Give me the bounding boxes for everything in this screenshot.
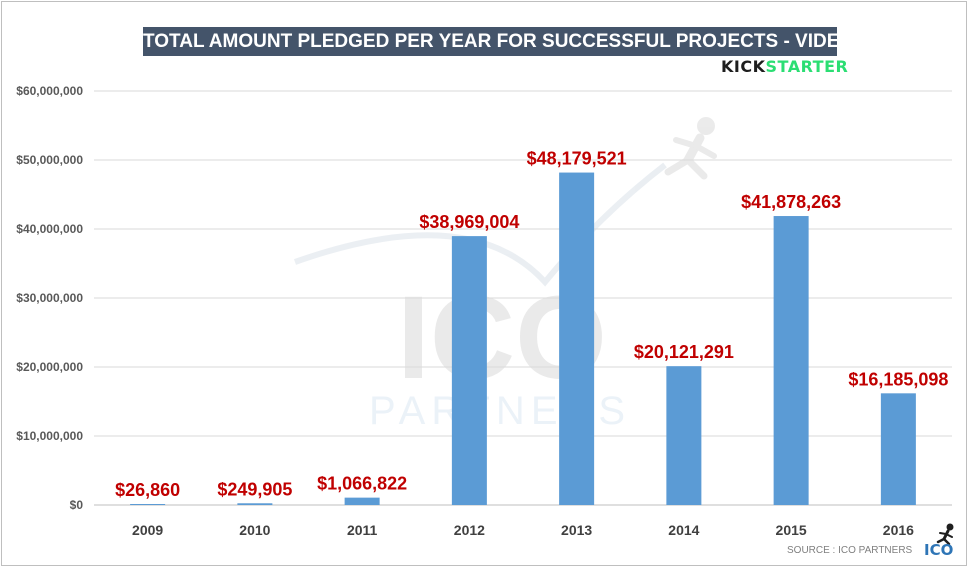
y-tick-label: $30,000,000 <box>16 291 83 305</box>
y-tick-label: $60,000,000 <box>16 84 83 98</box>
y-tick-label: $0 <box>70 498 84 512</box>
data-label-2010: $249,905 <box>217 479 292 499</box>
bar-2014 <box>666 366 702 505</box>
bar-2013 <box>559 172 595 505</box>
watermark: ICO PARTNERS <box>293 117 717 433</box>
x-tick-label-2014: 2014 <box>668 522 699 538</box>
x-tick-label-2011: 2011 <box>347 522 378 538</box>
x-tick-label-2010: 2010 <box>239 522 270 538</box>
bar-2010 <box>237 503 273 505</box>
y-axis-tick-labels: $0 $10,000,000 $20,000,000 $30,000,000 $40,0… <box>16 84 83 512</box>
data-label-2016: $16,185,098 <box>848 369 948 389</box>
grid-lines <box>94 90 952 506</box>
data-labels: $26,860 $249,905 $1,066,822 $38,969,004 $48,… <box>115 149 948 500</box>
bars <box>130 172 916 505</box>
chart-title: TOTAL AMOUNT PLEDGED PER YEAR FOR SUCCES… <box>143 27 929 56</box>
watermark-runner-icon <box>664 117 717 180</box>
y-tick-label: $50,000,000 <box>16 153 83 167</box>
data-label-2015: $41,878,263 <box>741 192 841 212</box>
bar-2012 <box>451 236 487 505</box>
data-label-2014: $20,121,291 <box>634 342 734 362</box>
x-axis-tick-labels: 2009 2010 2011 2012 2013 2014 2015 2016 <box>132 522 914 538</box>
y-tick-label: $20,000,000 <box>16 360 83 374</box>
x-tick-label-2012: 2012 <box>454 522 485 538</box>
data-label-2013: $48,179,521 <box>527 149 627 169</box>
data-label-2012: $38,969,004 <box>419 212 519 232</box>
y-tick-label: $40,000,000 <box>16 222 83 236</box>
watermark-swoosh <box>293 162 667 287</box>
bar-2016 <box>880 393 916 505</box>
x-tick-label-2016: 2016 <box>883 522 914 538</box>
bar-2015 <box>773 216 809 505</box>
kickstarter-logo: KICKSTARTER <box>721 57 848 77</box>
y-tick-label: $10,000,000 <box>16 429 83 443</box>
data-label-2011: $1,066,822 <box>317 474 407 494</box>
brand-part2: STARTER <box>765 57 849 76</box>
x-tick-label-2013: 2013 <box>561 522 592 538</box>
running-man-icon <box>936 523 954 546</box>
bar-2011 <box>344 497 380 505</box>
bar-2009 <box>130 504 166 505</box>
x-tick-label-2015: 2015 <box>776 522 807 538</box>
brand-part1: KICK <box>721 57 766 76</box>
x-tick-label-2009: 2009 <box>132 522 163 538</box>
data-label-2009: $26,860 <box>115 480 180 500</box>
source-note: SOURCE : ICO PARTNERS <box>787 545 913 556</box>
corner-logo-text: ICO <box>924 541 954 559</box>
